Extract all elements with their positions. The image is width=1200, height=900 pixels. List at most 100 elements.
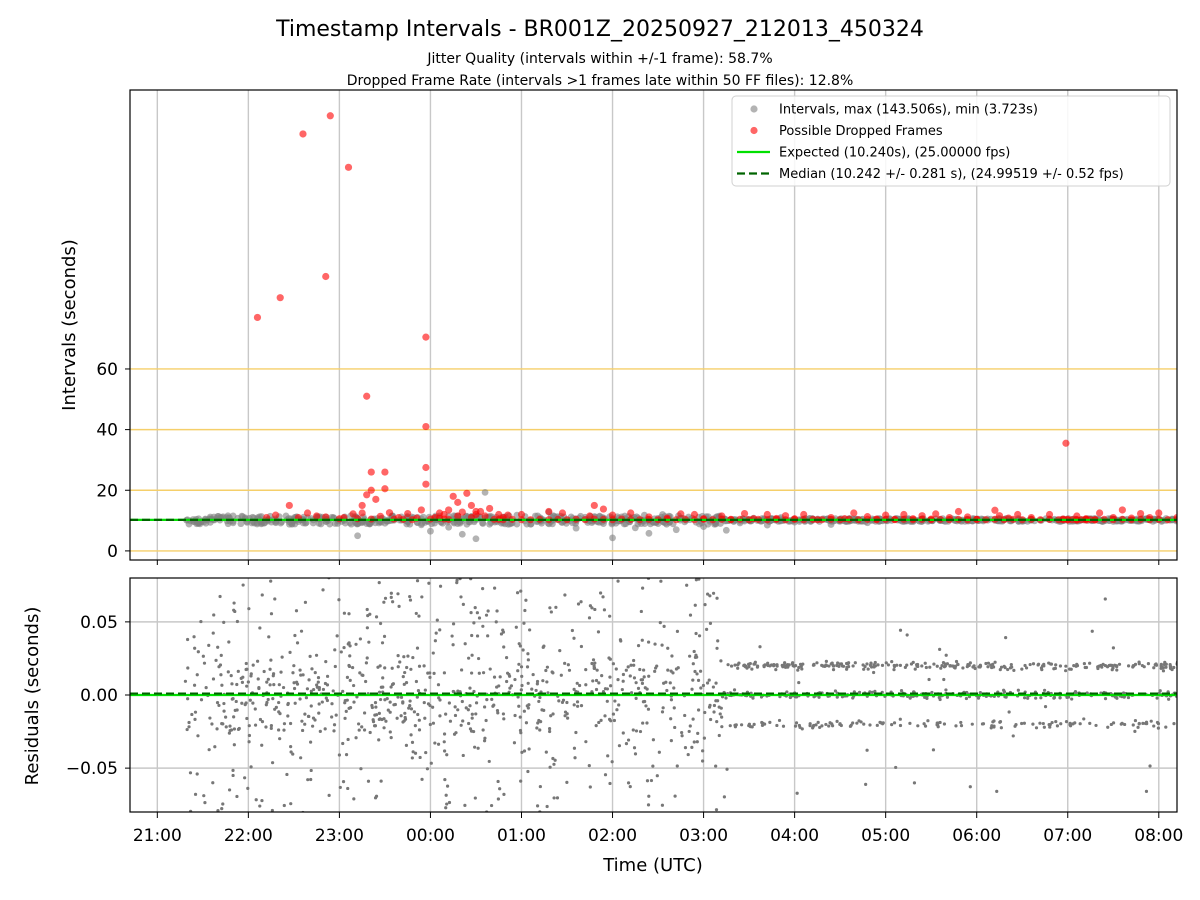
residual-point (474, 712, 478, 716)
residual-point (187, 720, 191, 725)
residual-point (301, 673, 305, 677)
residual-point (496, 711, 500, 715)
residual-point (341, 689, 345, 693)
dropped-frame-point (991, 506, 999, 514)
residual-point (978, 664, 983, 668)
residual-point (524, 721, 529, 725)
residual-point (413, 751, 418, 755)
residual-point (282, 728, 286, 732)
residual-point (219, 673, 223, 677)
residual-point (382, 726, 386, 730)
residual-point (338, 785, 342, 790)
residual-point (775, 663, 779, 667)
residual-point (443, 749, 447, 753)
residual-point (429, 761, 433, 765)
residual-point (488, 667, 492, 671)
residual-point (231, 697, 235, 701)
residual-point (968, 785, 972, 789)
residual-point (865, 662, 869, 666)
residual-point (609, 684, 613, 688)
residual-point (528, 628, 532, 632)
residual-point (708, 594, 712, 598)
residual-point (647, 674, 651, 678)
residual-point (922, 722, 926, 726)
residual-point (207, 748, 211, 752)
residual-point (364, 679, 368, 684)
residual-point (629, 663, 633, 667)
residual-point (794, 721, 799, 725)
residual-point (1088, 721, 1092, 725)
residual-point (192, 635, 196, 639)
residual-point (352, 797, 356, 801)
residual-point (920, 664, 924, 668)
residual-point (473, 796, 477, 800)
residual-point (268, 683, 272, 687)
residual-point (739, 723, 744, 727)
residual-point (300, 719, 304, 723)
residual-point (417, 614, 421, 618)
residual-point (390, 666, 394, 670)
xtick-label: 02:00 (588, 826, 637, 846)
residual-point (347, 612, 351, 616)
top-ytick-label: 40 (96, 421, 118, 441)
residual-point (923, 724, 928, 728)
residual-point (216, 645, 220, 649)
residual-point (853, 661, 857, 665)
residual-point (719, 659, 723, 663)
residual-point (742, 663, 747, 667)
residual-point (234, 699, 238, 704)
residual-point (232, 601, 236, 605)
residual-point (408, 704, 412, 708)
dropped-frame-point (504, 511, 512, 519)
residual-point (953, 664, 958, 668)
residual-point (926, 719, 930, 723)
residual-point (703, 710, 707, 715)
residual-point (291, 570, 294, 573)
dropped-frame-point (376, 512, 384, 520)
residual-point (1133, 718, 1138, 723)
residual-point (502, 717, 506, 721)
residual-point (502, 645, 506, 649)
residual-point (383, 596, 388, 600)
residual-point (418, 575, 421, 578)
residual-point (526, 652, 530, 656)
residual-point (579, 644, 584, 649)
xtick-label: 22:00 (224, 826, 273, 846)
residual-point (484, 718, 488, 723)
residual-point (1036, 662, 1041, 666)
residual-point (945, 695, 950, 699)
residual-point (714, 764, 718, 768)
residual-point (1069, 667, 1073, 671)
residual-point (811, 726, 815, 730)
residual-point (195, 673, 199, 677)
residual-point (1146, 662, 1151, 666)
residual-point (845, 665, 849, 669)
residual-point (403, 715, 407, 720)
residual-point (236, 727, 241, 731)
residual-point (1131, 723, 1135, 727)
dropped-frame-point (558, 509, 567, 517)
dropped-frame-point (417, 506, 425, 514)
residual-point (308, 654, 312, 659)
residual-point (377, 690, 382, 694)
residual-point (938, 647, 942, 651)
dropped-frame-point (367, 468, 375, 476)
residual-point (202, 794, 206, 798)
residual-point (748, 724, 753, 729)
residual-point (280, 655, 284, 659)
residual-point (211, 631, 215, 635)
residual-point (1013, 724, 1017, 728)
residual-point (715, 720, 719, 724)
residual-point (1082, 717, 1086, 721)
interval-point (481, 488, 489, 496)
residual-point (694, 578, 698, 582)
residual-point (298, 697, 302, 701)
residual-point (631, 728, 635, 732)
residual-point (1110, 663, 1114, 667)
residual-point (548, 765, 552, 769)
residual-point (380, 717, 384, 722)
residual-point (428, 675, 432, 679)
residual-point (876, 663, 880, 667)
residual-point (260, 798, 264, 803)
residual-point (950, 664, 954, 668)
